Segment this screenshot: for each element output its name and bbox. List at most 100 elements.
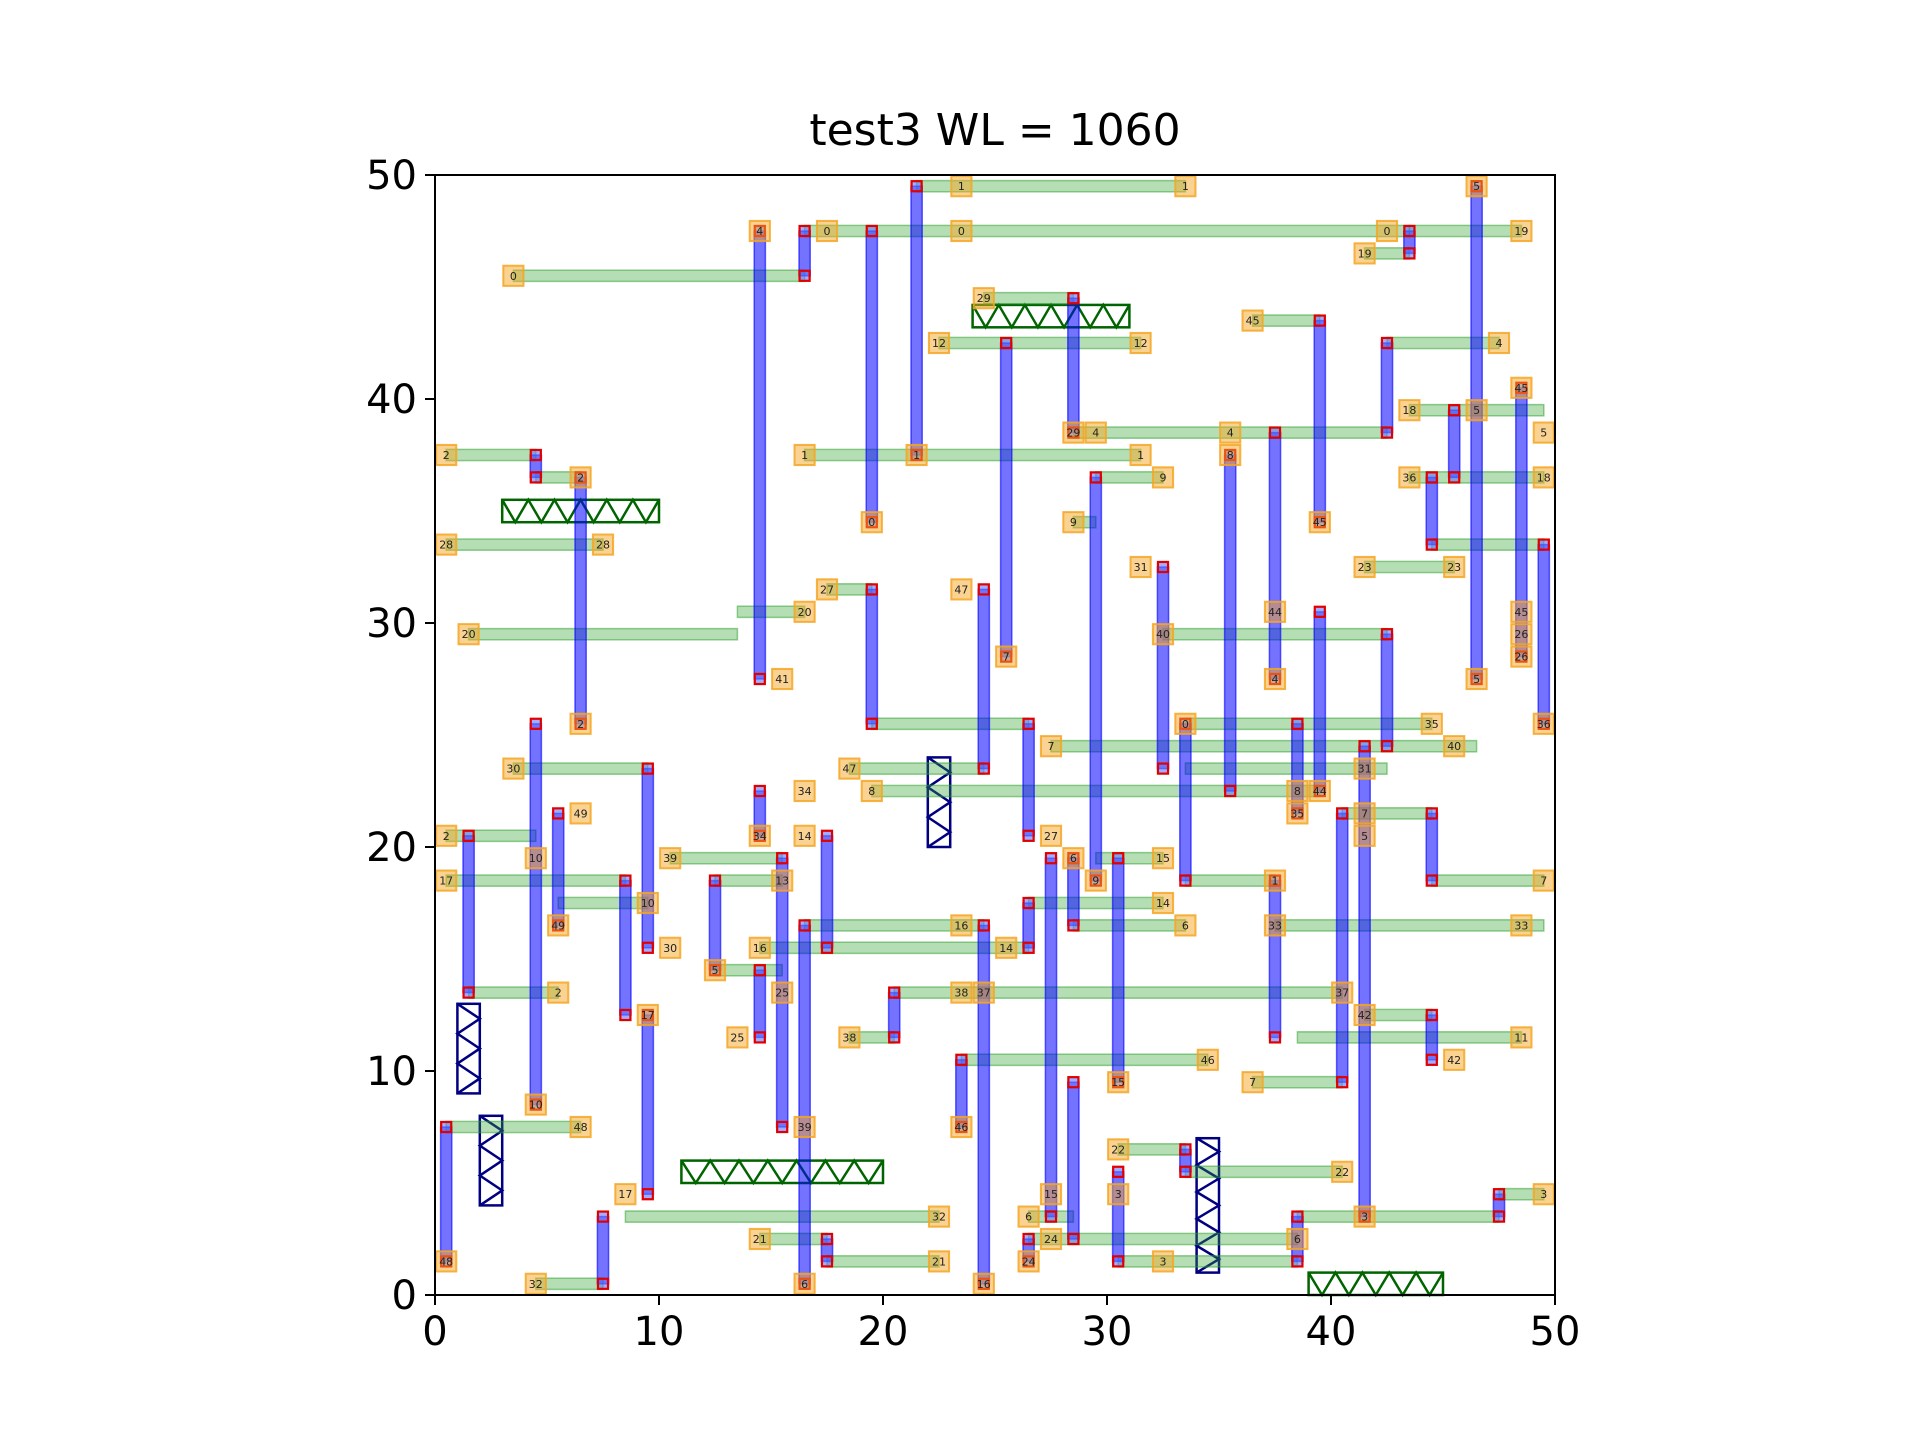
horizontal-wire [467,986,559,999]
pin-box [1017,1205,1040,1228]
via [1492,1210,1506,1223]
pin-label: 14 [999,942,1013,955]
pin: 13 [771,869,794,892]
pin-label: 10 [641,897,655,910]
pin-box [972,1272,995,1295]
pin: 1 [1174,175,1197,198]
vertical-wire [1022,723,1035,837]
pin: 7 [1241,1071,1264,1094]
via [865,717,878,730]
vertical-wire [708,879,722,971]
pin-label: 23 [1447,561,1461,574]
vertical-wire [865,230,879,523]
pin-box [793,1115,816,1139]
pin-label: 36 [1402,471,1416,484]
via [1425,538,1438,551]
vertical-wire [1380,342,1394,434]
horizontal-wire [1184,874,1276,887]
x-tick-label: 20 [858,1309,909,1355]
pin-label: 3 [1540,1188,1547,1201]
pin-box [1398,466,1421,489]
pin: 30 [502,757,525,780]
pin: 7 [995,645,1018,668]
pin: 30 [659,936,682,959]
pin-label: 7 [1249,1076,1256,1089]
via [1492,1188,1506,1201]
pin-label: 15 [1044,1188,1058,1201]
pin: 37 [972,981,995,1004]
pin: 36 [1532,712,1555,735]
pin: 19 [1510,219,1533,243]
pin: 6 [1174,914,1197,937]
pin: 2 [435,443,458,467]
via [776,1120,789,1134]
via [1022,1232,1035,1246]
obstacle [455,1002,483,1095]
vertical-wire [1425,476,1439,546]
pin-box [1151,847,1175,870]
pin-box [1286,802,1309,825]
horizontal-wire [1184,1165,1343,1179]
horizontal-wire [624,1210,940,1223]
vertical-wire [641,1014,655,1195]
pin: 33 [1510,914,1533,937]
pin: 15 [1039,1183,1063,1206]
pin-label: 11 [1514,1031,1528,1044]
pin-box [1107,1183,1130,1206]
vertical-wire [1335,812,1349,1083]
pin: 1 [1129,443,1152,467]
via [1179,1143,1192,1156]
pin-box [771,981,794,1004]
vertical-wire [1268,431,1282,680]
vertical-wire [999,342,1013,658]
pin: 27 [815,578,839,601]
pin-box [927,331,951,355]
pin: 42 [1353,1003,1376,1027]
pin: 18 [1532,466,1555,489]
pin: 41 [771,667,794,691]
pin-label: 4 [1092,427,1099,440]
via [596,1277,610,1290]
via [1089,471,1102,484]
via [1313,605,1326,618]
pin-label: 20 [798,606,812,619]
via [955,1053,968,1066]
via [1179,1165,1192,1178]
pin: 28 [591,533,615,556]
pin-label: 0 [1384,225,1391,238]
vertical-wire [1447,409,1461,479]
pin: 40 [1151,623,1175,646]
pin-label: 4 [756,225,763,238]
pin-label: 6 [1294,1233,1301,1246]
pin-box [1263,914,1287,937]
y-tick-label: 40 [366,377,417,423]
pin-box [1443,1048,1466,1071]
pin-box [793,779,816,803]
pin-label: 5 [1473,180,1480,193]
obstacle-hatch [477,1114,505,1207]
via [619,1008,632,1022]
obstacle-hatch [971,302,1131,330]
pin: 12 [927,331,951,355]
pin: 17 [636,1003,659,1027]
pin-box [1039,735,1063,758]
pin-box [1263,667,1287,691]
pin: 23 [1443,555,1466,579]
via [753,672,766,686]
pin: 17 [614,1183,637,1206]
pin-label: 6 [801,1278,808,1291]
pin: 45 [1241,309,1264,332]
pin: 31 [1129,555,1152,579]
pin: 21 [748,1227,771,1251]
plot-area-frame [434,174,1556,1296]
pin-box [905,443,928,467]
pin: 28 [435,533,458,556]
pin-box [502,264,525,287]
pin-label: 0 [1182,718,1189,731]
pin-box [950,175,973,198]
pin-box [793,443,816,467]
horizontal-wire [1296,1210,1500,1223]
via [1380,336,1394,350]
pin-label: 36 [1537,718,1551,731]
